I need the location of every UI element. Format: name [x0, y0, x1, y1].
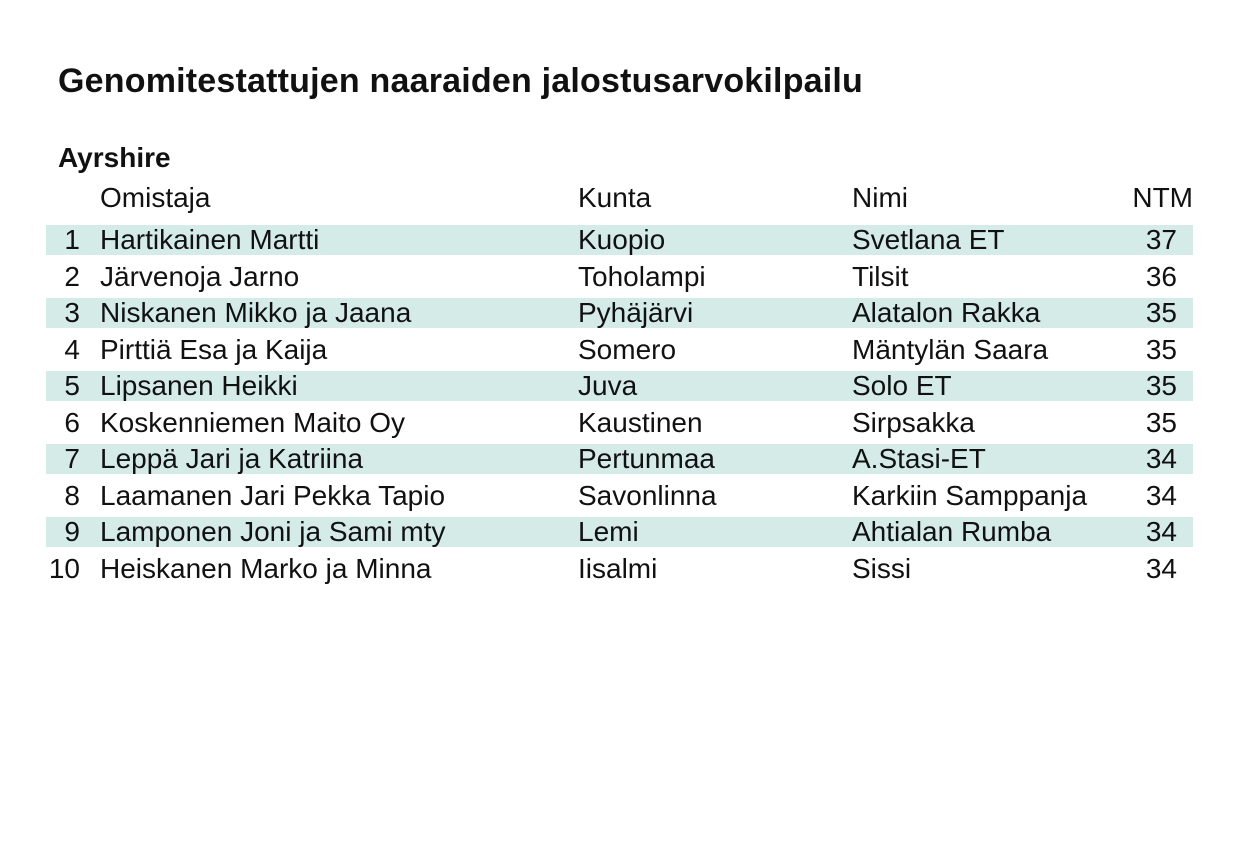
- table-row: 10 Heiskanen Marko ja Minna Iisalmi Siss…: [46, 549, 1193, 586]
- town-cell: Kaustinen: [578, 406, 703, 438]
- rank-cell: 4: [64, 333, 80, 365]
- town-cell: Kuopio: [578, 224, 666, 255]
- rank-cell: 3: [64, 297, 80, 328]
- ntm-cell: 34: [1145, 552, 1177, 584]
- rank-cell: 2: [64, 260, 80, 292]
- table-row: 9 Lamponen Joni ja Sami mty Lemi Ahtiala…: [46, 512, 1193, 549]
- town-cell: Iisalmi: [578, 552, 658, 584]
- town-cell: Somero: [578, 333, 677, 365]
- name-cell: A.Stasi-ET: [852, 443, 986, 474]
- town-cell: Savonlinna: [578, 479, 717, 511]
- name-cell: Solo ET: [852, 370, 952, 401]
- ntm-cell: 35: [1145, 406, 1177, 438]
- ntm-cell: 35: [1145, 370, 1177, 401]
- rank-cell: 7: [64, 443, 80, 474]
- column-header-town: Kunta: [578, 182, 652, 213]
- name-cell: Mäntylän Saara: [852, 333, 1049, 365]
- table-row: 3 Niskanen Mikko ja Jaana Pyhäjärvi Alat…: [46, 293, 1193, 330]
- town-cell: Pyhäjärvi: [578, 297, 694, 328]
- town-cell: Pertunmaa: [578, 443, 715, 474]
- rank-cell: 9: [64, 516, 80, 547]
- owner-cell: Laamanen Jari Pekka Tapio: [100, 479, 446, 511]
- ntm-cell: 34: [1145, 516, 1177, 547]
- name-cell: Alatalon Rakka: [852, 297, 1041, 328]
- town-cell: Juva: [578, 370, 638, 401]
- owner-cell: Järvenoja Jarno: [100, 260, 300, 292]
- table-row: 5 Lipsanen Heikki Juva Solo ET 35: [46, 366, 1193, 403]
- ntm-cell: 34: [1145, 479, 1177, 511]
- ntm-cell: 36: [1145, 260, 1177, 292]
- owner-cell: Lamponen Joni ja Sami mty: [100, 516, 446, 547]
- name-cell: Tilsit: [852, 260, 909, 292]
- owner-cell: Lipsanen Heikki: [100, 370, 298, 401]
- table-header-row: Omistaja Kunta Nimi NTM: [46, 182, 1193, 220]
- column-header-owner: Omistaja: [100, 182, 211, 213]
- column-header-name: Nimi: [852, 182, 908, 213]
- ntm-cell: 37: [1145, 224, 1177, 255]
- owner-cell: Niskanen Mikko ja Jaana: [100, 297, 412, 328]
- owner-cell: Leppä Jari ja Katriina: [100, 443, 364, 474]
- breed-heading: Ayrshire: [58, 142, 171, 173]
- rank-cell: 8: [64, 479, 80, 511]
- table-row: 6 Koskenniemen Maito Oy Kaustinen Sirpsa…: [46, 403, 1193, 440]
- table-row: 2 Järvenoja Jarno Toholampi Tilsit 36: [46, 257, 1193, 294]
- rank-cell: 5: [64, 370, 80, 401]
- table-row: 4 Pirttiä Esa ja Kaija Somero Mäntylän S…: [46, 330, 1193, 367]
- owner-cell: Hartikainen Martti: [100, 224, 320, 255]
- page-title: Genomitestattujen naaraiden jalostusarvo…: [58, 62, 864, 100]
- rank-cell: 10: [48, 552, 80, 584]
- town-cell: Lemi: [578, 516, 639, 547]
- town-cell: Toholampi: [578, 260, 706, 292]
- name-cell: Svetlana ET: [852, 224, 1005, 255]
- ntm-cell: 35: [1145, 297, 1177, 328]
- table-row: 1 Hartikainen Martti Kuopio Svetlana ET …: [46, 220, 1193, 257]
- rank-cell: 1: [64, 224, 80, 255]
- owner-cell: Pirttiä Esa ja Kaija: [100, 333, 328, 365]
- ntm-cell: 34: [1145, 443, 1177, 474]
- table-row: 7 Leppä Jari ja Katriina Pertunmaa A.Sta…: [46, 439, 1193, 476]
- table-row: 8 Laamanen Jari Pekka Tapio Savonlinna K…: [46, 476, 1193, 513]
- ntm-cell: 35: [1145, 333, 1177, 365]
- column-header-ntm: NTM: [1132, 182, 1193, 213]
- rank-cell: 6: [64, 406, 80, 438]
- owner-cell: Koskenniemen Maito Oy: [100, 406, 406, 438]
- name-cell: Karkiin Samppanja: [852, 479, 1088, 511]
- name-cell: Ahtialan Rumba: [852, 516, 1052, 547]
- name-cell: Sissi: [852, 552, 912, 584]
- owner-cell: Heiskanen Marko ja Minna: [100, 552, 432, 584]
- results-table: Omistaja Kunta Nimi NTM 1 Hartikainen Ma…: [46, 182, 1193, 585]
- name-cell: Sirpsakka: [852, 406, 975, 438]
